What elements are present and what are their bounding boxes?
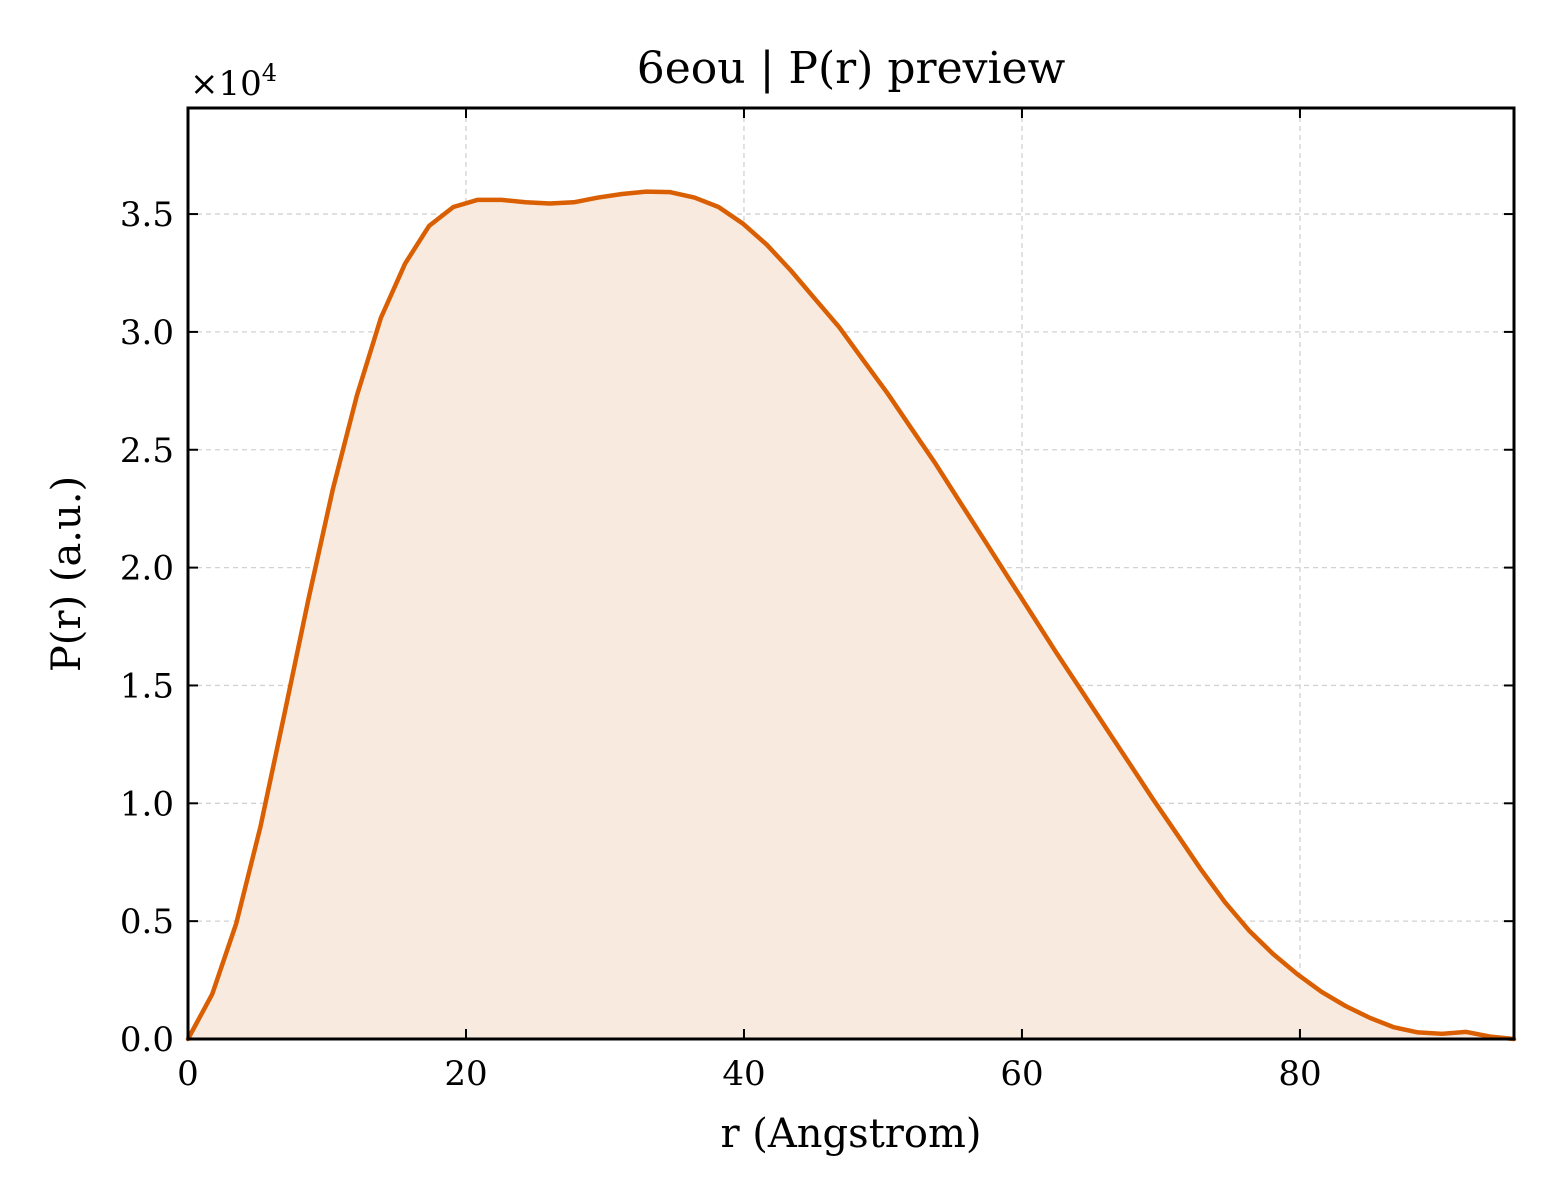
x-tick-label: 60 — [1000, 1054, 1043, 1094]
y-tick-label: 3.0 — [120, 313, 174, 353]
y-multiplier-exponent: 4 — [262, 59, 277, 87]
y-multiplier-base: ×10 — [190, 64, 262, 104]
chart-title: 6eou | P(r) preview — [637, 43, 1066, 94]
y-tick-label: 0.0 — [120, 1020, 174, 1060]
x-tick-label: 20 — [444, 1054, 487, 1094]
x-tick-label: 0 — [177, 1054, 199, 1094]
y-axis-label: P(r) (a.u.) — [44, 476, 90, 672]
pr-area-fill — [188, 191, 1514, 1040]
y-tick-label: 2.5 — [120, 431, 174, 471]
axis-ticks — [187, 108, 1514, 1040]
y-tick-label: 2.0 — [120, 549, 174, 589]
y-tick-label: 0.5 — [120, 902, 174, 942]
pr-curve-line — [185, 189, 1517, 1042]
x-axis-label: r (Angstrom) — [720, 1111, 981, 1157]
y-axis-multiplier: ×104 — [190, 59, 277, 104]
x-tick-label: 40 — [722, 1054, 765, 1094]
y-tick-label: 1.5 — [120, 666, 174, 706]
plot-frame — [186, 106, 1516, 1041]
y-tick-label: 1.0 — [120, 784, 174, 824]
y-tick-label: 3.5 — [120, 195, 174, 235]
x-tick-label: 80 — [1278, 1054, 1321, 1094]
